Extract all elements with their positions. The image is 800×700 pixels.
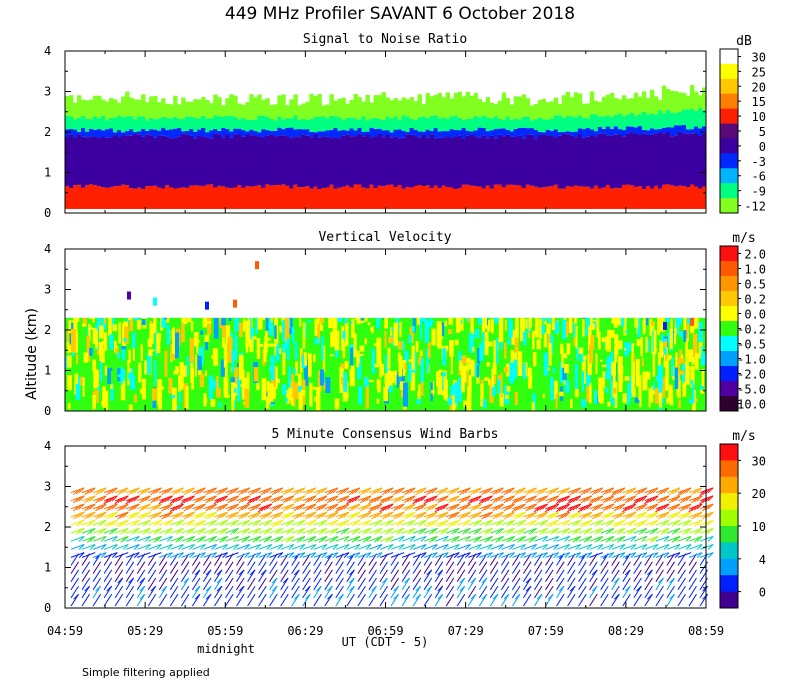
colorbar-swatch [720,509,738,527]
y-tick-label: 3 [44,283,51,297]
colorbar-swatch [720,276,738,292]
midnight-label: midnight [197,642,255,656]
colorbar-label: 0.2 [744,293,766,307]
colorbar-label: 0.0 [744,308,766,322]
x-tick-label: 08:29 [608,624,644,638]
colorbar-label: -6 [752,170,766,184]
velocity-plot [65,261,706,411]
y-tick-label: 3 [44,85,51,99]
y-tick-label: 0 [44,601,51,615]
colorbar-swatch [720,183,738,199]
colorbar-swatch [720,123,738,139]
colorbar-swatch [720,476,738,494]
colorbar-label: 10 [752,520,766,534]
x-tick-label: 05:29 [127,624,163,638]
colorbar-swatch [720,306,738,322]
colorbar-swatch [720,246,738,262]
panel-title-3: 5 Minute Consensus Wind Barbs [272,427,499,442]
x-tick-label: 04:59 [47,624,83,638]
y-tick-label: 1 [44,561,51,575]
colorbar-swatch [720,291,738,307]
colorbar-label: 10 [752,110,766,124]
colorbar-swatch [720,336,738,352]
colorbar-label: -9 [752,185,766,199]
colorbar-swatch [720,153,738,169]
colorbar-label: 30 [752,454,766,468]
colorbar-swatch [720,93,738,110]
colorbar-swatch [720,168,738,184]
colorbar-swatch [720,493,738,511]
colorbar-swatch [720,198,738,214]
colorbar-swatch [720,591,738,609]
colorbar-label: -3 [752,155,766,169]
colorbar-label: -2.0 [737,368,766,382]
x-tick-label: 06:59 [367,624,403,638]
colorbar-swatch [720,321,738,337]
colorbar-label: -1.0 [737,353,766,367]
colorbar-swatch [720,575,738,593]
colorbar-label: 30 [752,50,766,64]
colorbar-swatch [720,396,738,412]
y-tick-label: 2 [44,125,51,139]
colorbar-swatch [720,49,738,65]
colorbar-label: 0 [759,140,766,154]
colorbar-swatch [720,108,738,125]
wind-barbs-plot [70,487,714,607]
panel-title-1: Signal to Noise Ratio [303,32,467,47]
y-tick-label: 4 [44,439,51,453]
colorbar-label: 15 [752,95,766,109]
colorbar-label: 0.5 [744,278,766,292]
colorbar-label: -0.5 [737,338,766,352]
colorbar-swatch [720,558,738,576]
y-tick-label: 0 [44,206,51,220]
colorbar-swatch [720,542,738,560]
colorbar-label: 4 [759,553,766,567]
x-tick-label: 06:29 [287,624,323,638]
y-tick-label: 2 [44,520,51,534]
y-tick-label: 0 [44,404,51,418]
colorbar-swatch [720,526,738,543]
panel-title-2: Vertical Velocity [318,230,451,245]
x-tick-label: 05:59 [207,624,243,638]
colorbar-swatch [720,351,738,367]
colorbar-swatch [720,138,738,154]
colorbar-unit-3: m/s [732,429,755,444]
colorbar-swatch [720,366,738,382]
footnote: Simple filtering applied [82,666,210,679]
colorbar-label: 1.0 [744,263,766,277]
plot-frame-3 [64,445,707,609]
x-tick-label: 07:29 [448,624,484,638]
colorbar-swatch [720,63,738,80]
y-tick-label: 4 [44,242,51,256]
colorbar-label: -12 [744,200,766,214]
colorbar-label: -10.0 [730,398,766,412]
y-tick-label: 1 [44,166,51,180]
colorbar-swatch [720,261,738,277]
y-tick-label: 1 [44,364,51,378]
colorbar-swatch [720,78,738,95]
colorbar-unit-2: m/s [732,231,755,246]
colorbar-label: 0 [759,586,766,600]
y-tick-label: 2 [44,323,51,337]
colorbar-swatch [720,381,738,397]
y-tick-label: 3 [44,480,51,494]
colorbar-label: 20 [752,80,766,94]
y-tick-label: 4 [44,44,51,58]
colorbar-unit-1: dB [736,34,752,49]
colorbar-swatch [720,460,738,478]
snr-plot [65,85,707,209]
colorbar-label: -0.2 [737,323,766,337]
colorbar-label: -5.0 [737,383,766,397]
chart-title: 449 MHz Profiler SAVANT 6 October 2018 [224,4,576,24]
colorbar-label: 25 [752,65,766,79]
colorbar-label: 5 [759,125,766,139]
x-axis-label: UT (CDT - 5) [342,635,429,649]
y-axis-label: Altitude (km) [23,308,40,400]
x-tick-label: 07:59 [528,624,564,638]
x-tick-label: 08:59 [688,624,724,638]
colorbar-label: 20 [752,487,766,501]
colorbar-swatch [720,444,738,461]
colorbar-label: 2.0 [744,248,766,262]
